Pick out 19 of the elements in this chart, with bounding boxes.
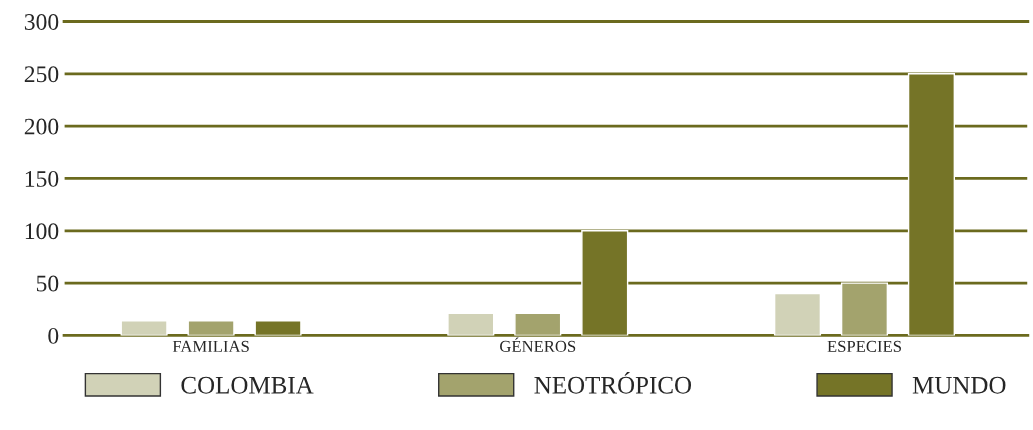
y-tick-label: 150 bbox=[25, 170, 59, 187]
y-tick-label: 300 bbox=[24, 13, 59, 30]
legend-label: COLOMBIA bbox=[181, 376, 314, 394]
y-tick-label: 200 bbox=[24, 118, 59, 135]
bar bbox=[447, 312, 495, 336]
y-tick-label: 100 bbox=[25, 223, 59, 240]
y-tick-label: 250 bbox=[24, 66, 59, 83]
x-tick-label: GÉNEROS bbox=[500, 337, 576, 352]
x-tick-label: ESPECIES bbox=[827, 340, 901, 352]
legend-label: NEOTRÓPICO bbox=[534, 372, 692, 394]
y-tick-label: 0 bbox=[48, 327, 59, 344]
bar bbox=[514, 312, 562, 336]
y-tick-label: 50 bbox=[36, 275, 59, 292]
bar bbox=[840, 282, 889, 336]
bar bbox=[187, 320, 235, 336]
bar bbox=[120, 320, 168, 336]
legend-label: MUNDO bbox=[912, 376, 1006, 394]
bar bbox=[773, 292, 822, 336]
x-tick-label: FAMILIAS bbox=[172, 340, 249, 352]
